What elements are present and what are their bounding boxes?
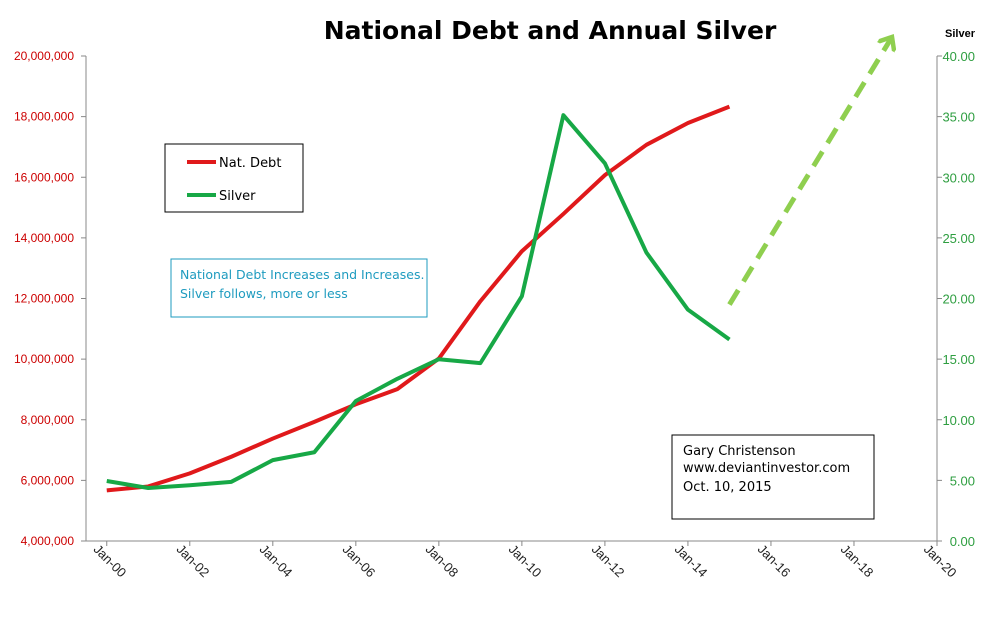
x-axis-ticks: Jan-00 Jan-02 Jan-04 Jan-06 Jan-08 Jan-10 Jan-… [91, 541, 960, 580]
left-tick-label: 4,000,000 [21, 534, 75, 548]
x-tick-label: Jan-10 [506, 541, 545, 580]
credit-author: Gary Christenson [683, 444, 796, 459]
left-tick-label: 14,000,000 [14, 231, 74, 245]
trend-arrow [727, 38, 891, 306]
credit-box-frame [671, 434, 875, 520]
x-tick-label: Jan-14 [672, 541, 711, 580]
legend-label-national-debt: Nat. Debt [219, 156, 281, 171]
credit-box: Gary Christenson www.deviantinvestor.com… [671, 434, 875, 520]
left-tick-label: 18,000,000 [14, 110, 74, 124]
x-tick-label: Jan-04 [257, 541, 296, 580]
left-tick-label: 12,000,000 [14, 292, 74, 306]
right-tick-label: 20.00 [942, 292, 975, 307]
chart-title: National Debt and Annual Silver [324, 16, 777, 45]
left-tick-label: 10,000,000 [14, 352, 74, 366]
left-axis-ticks: 20,000,000 18,000,000 16,000,000 14,000,000… [14, 49, 86, 548]
right-tick-label: 30.00 [942, 170, 975, 185]
right-tick-label: 35.00 [942, 110, 975, 125]
credit-date: Oct. 10, 2015 [683, 480, 772, 495]
note-line-2: Silver follows, more or less [180, 286, 348, 301]
credit-website: www.deviantinvestor.com [683, 461, 850, 476]
x-tick-label: Jan-18 [838, 541, 877, 580]
x-tick-label: Jan-06 [340, 541, 379, 580]
note-box: National Debt Increases and Increases. S… [170, 258, 428, 318]
right-tick-label: 5.00 [950, 473, 975, 488]
legend: Nat. Debt Silver [164, 143, 304, 213]
x-tick-label: Jan-16 [755, 541, 794, 580]
x-tick-label: Jan-00 [91, 541, 130, 580]
right-tick-label: 10.00 [942, 413, 975, 428]
x-tick-label: Jan-12 [589, 541, 628, 580]
left-tick-label: 8,000,000 [21, 413, 75, 427]
series-line-silver [106, 113, 731, 491]
series-line-national-debt [106, 104, 731, 493]
right-tick-label: 25.00 [942, 231, 975, 246]
left-tick-label: 20,000,000 [14, 49, 74, 63]
right-axis-title: Silver [945, 28, 976, 40]
left-tick-label: 6,000,000 [21, 473, 75, 487]
right-tick-label: 15.00 [942, 352, 975, 367]
left-tick-label: 16,000,000 [14, 170, 74, 184]
legend-box [164, 143, 304, 213]
right-axis-ticks: 40.00 35.00 30.00 25.00 20.00 15.00 10.00 5.00 0… [937, 49, 975, 549]
legend-label-silver: Silver [219, 189, 256, 204]
note-box-frame [170, 258, 428, 318]
x-tick-label: Jan-08 [423, 541, 462, 580]
right-tick-label: 40.00 [942, 49, 975, 64]
note-line-1: National Debt Increases and Increases. [180, 267, 424, 282]
x-tick-label: Jan-02 [174, 541, 213, 580]
right-tick-label: 0.00 [950, 534, 975, 549]
